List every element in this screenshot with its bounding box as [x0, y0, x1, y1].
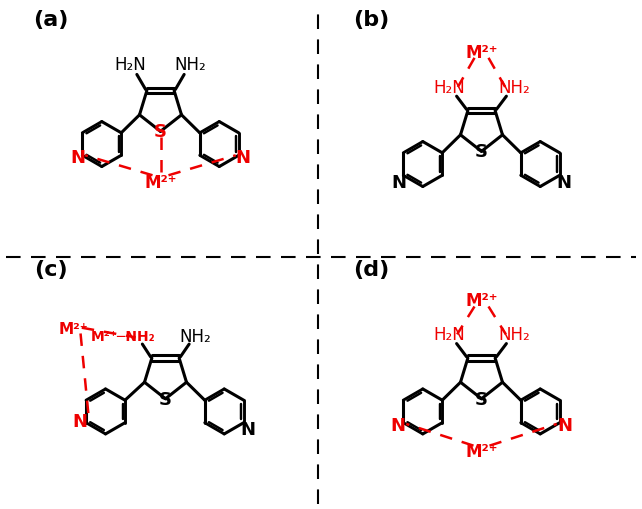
Text: (c): (c) — [34, 260, 67, 279]
Text: M²⁺: M²⁺ — [58, 322, 88, 337]
Text: S: S — [154, 123, 167, 141]
Text: S: S — [159, 390, 172, 408]
Text: (b): (b) — [353, 10, 390, 30]
Text: N: N — [236, 148, 251, 166]
Text: M²⁺: M²⁺ — [465, 442, 498, 461]
Text: M²⁺─NH₂: M²⁺─NH₂ — [91, 329, 155, 343]
Text: NH₂: NH₂ — [180, 327, 211, 345]
Text: N: N — [70, 148, 85, 166]
Text: M²⁺: M²⁺ — [465, 292, 498, 309]
Text: M²⁺: M²⁺ — [465, 43, 498, 62]
Text: N: N — [73, 413, 87, 431]
Text: NH₂: NH₂ — [498, 325, 530, 343]
Text: M²⁺: M²⁺ — [144, 173, 177, 191]
Text: N: N — [390, 416, 405, 434]
Text: N: N — [241, 420, 256, 438]
Text: H₂N: H₂N — [115, 56, 146, 74]
Text: (d): (d) — [353, 260, 390, 279]
Text: N: N — [391, 173, 406, 191]
Text: (a): (a) — [33, 10, 68, 30]
Text: N: N — [558, 416, 573, 434]
Text: NH₂: NH₂ — [175, 56, 206, 74]
Text: H₂N: H₂N — [433, 79, 465, 97]
Text: S: S — [475, 143, 488, 161]
Text: N: N — [557, 173, 572, 191]
Text: H₂N: H₂N — [433, 325, 465, 343]
Text: S: S — [475, 390, 488, 408]
Text: NH₂: NH₂ — [498, 79, 530, 97]
